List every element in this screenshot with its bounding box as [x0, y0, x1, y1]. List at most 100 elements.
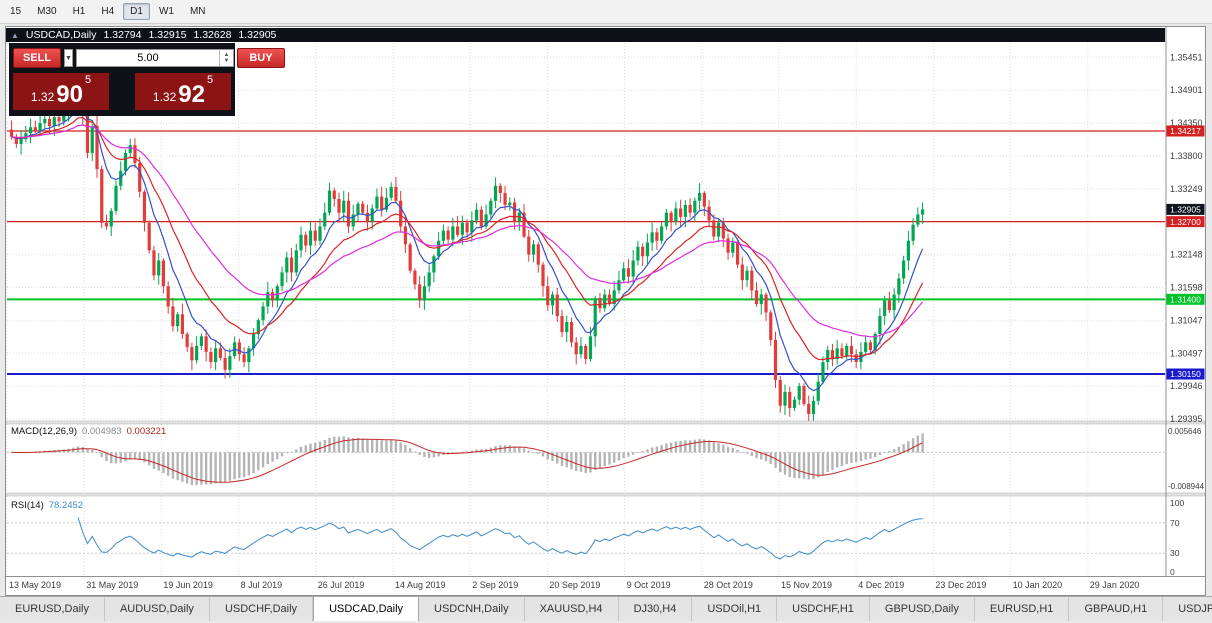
chart-tab-usdoil-h1[interactable]: USDOil,H1: [692, 597, 778, 621]
svg-text:1.35451: 1.35451: [1170, 52, 1203, 62]
timeframe-toolbar: 15 M30 H1 H4 D1 W1 MN: [0, 0, 1212, 24]
bid-point: 5: [84, 74, 92, 86]
lot-preset-dropdown[interactable]: ▼: [64, 49, 73, 67]
svg-text:1.31400: 1.31400: [1170, 295, 1201, 305]
timeframe-button-H1[interactable]: H1: [66, 3, 93, 20]
svg-text:1.29395: 1.29395: [1170, 414, 1203, 424]
panel-splitter-macd[interactable]: [6, 420, 1205, 425]
timeframe-button-H4[interactable]: H4: [94, 3, 121, 20]
svg-text:100: 100: [1170, 498, 1184, 508]
chart-tab-usdchf-daily[interactable]: USDCHF,Daily: [209, 597, 314, 621]
svg-text:1.32700: 1.32700: [1170, 217, 1201, 227]
svg-text:1.31598: 1.31598: [1170, 282, 1203, 292]
sell-button[interactable]: SELL: [13, 48, 61, 68]
svg-text:10 Jan 2020: 10 Jan 2020: [1013, 580, 1063, 590]
chart-tab-bar: EURUSD,Daily AUDUSD,Daily USDCHF,Daily USDC…: [0, 596, 1212, 621]
ohlc-header-strip: ▲ USDCAD,Daily 1.32794 1.32915 1.32628 1…: [6, 28, 1165, 42]
chart-symbol-title: USDCAD,Daily: [25, 29, 97, 41]
panel-splitter-rsi[interactable]: [6, 492, 1205, 497]
macd-signal-value: 0.003221: [126, 426, 167, 437]
price-tag-1.32700: [1166, 216, 1205, 228]
svg-text:1.31047: 1.31047: [1170, 315, 1203, 325]
svg-text:2 Sep 2019: 2 Sep 2019: [472, 580, 518, 590]
horizontal-lines-layer[interactable]: [7, 130, 1165, 375]
candles-layer: [10, 75, 925, 424]
bid-pips: 90: [56, 81, 83, 108]
chart-tab-xauusd-h4[interactable]: XAUUSD,H4: [524, 597, 619, 621]
chart-tab-usdcad-daily[interactable]: USDCAD,Daily: [313, 597, 420, 621]
svg-text:4 Dec 2019: 4 Dec 2019: [858, 580, 904, 590]
ma-line-34: [11, 124, 924, 338]
svg-text:0.005646: 0.005646: [1168, 427, 1202, 436]
rsi-line: [77, 517, 923, 560]
ohlc-high: 1.32915: [148, 29, 187, 41]
svg-text:1.34217: 1.34217: [1170, 126, 1201, 136]
svg-text:1.30497: 1.30497: [1170, 348, 1203, 358]
svg-text:23 Dec 2019: 23 Dec 2019: [935, 580, 986, 590]
svg-text:14 Aug 2019: 14 Aug 2019: [395, 580, 446, 590]
timeframe-button-MN[interactable]: MN: [183, 3, 213, 20]
svg-text:29 Jan 2020: 29 Jan 2020: [1090, 580, 1140, 590]
svg-text:1.30150: 1.30150: [1170, 369, 1201, 379]
svg-text:30: 30: [1170, 548, 1180, 558]
svg-text:1.29946: 1.29946: [1170, 381, 1203, 391]
spin-down-icon: ▼: [223, 58, 230, 64]
ohlc-close: 1.32905: [238, 29, 277, 41]
lot-size-stepper[interactable]: ▲ ▼: [218, 50, 233, 66]
macd-main-value: 0.004983: [82, 426, 122, 437]
timeframe-button-M30[interactable]: M30: [30, 3, 63, 20]
svg-text:1.33249: 1.33249: [1170, 184, 1203, 194]
chart-tab-audusd-daily[interactable]: AUDUSD,Daily: [104, 597, 210, 621]
time-axis-labels[interactable]: 13 May 2019 31 May 2019 19 Jun 2019 8 Jul 2…: [9, 580, 1139, 590]
ask-base: 1.32: [152, 90, 177, 104]
timeframe-button-D1[interactable]: D1: [123, 3, 150, 20]
svg-text:20 Sep 2019: 20 Sep 2019: [549, 580, 600, 590]
svg-text:1.34901: 1.34901: [1170, 85, 1203, 95]
svg-text:0: 0: [1170, 567, 1175, 577]
ask-price-display[interactable]: 1.32 92 5: [135, 73, 231, 110]
svg-text:1.33800: 1.33800: [1170, 151, 1203, 161]
chart-tab-eurusd-h1[interactable]: EURUSD,H1: [974, 597, 1070, 621]
svg-text:1.32905: 1.32905: [1170, 205, 1201, 215]
bid-price-display[interactable]: 1.32 90 5: [13, 73, 109, 110]
rsi-value: 78.2452: [48, 500, 84, 511]
timeframe-button-15[interactable]: 15: [3, 3, 28, 20]
svg-text:1.32148: 1.32148: [1170, 250, 1203, 260]
rsi-indicator-label: RSI(14) 78.2452: [11, 500, 83, 511]
chart-tab-usdcnh-daily[interactable]: USDCNH,Daily: [419, 597, 525, 621]
macd-signal-line: [11, 438, 923, 483]
svg-text:19 Jun 2019: 19 Jun 2019: [163, 580, 213, 590]
macd-indicator-label: MACD(12,26,9) 0.004983 0.003221: [11, 426, 166, 437]
bid-base: 1.32: [30, 90, 55, 104]
svg-text:70: 70: [1170, 518, 1180, 528]
spin-up-icon: ▲: [223, 52, 230, 58]
rsi-name: RSI(14): [11, 500, 44, 511]
chart-tab-gbpaud-h1[interactable]: GBPAUD,H1: [1069, 597, 1164, 621]
lot-size-input[interactable]: [76, 50, 219, 66]
price-tag-1.31400: [1166, 293, 1205, 305]
buy-button[interactable]: BUY: [236, 48, 285, 68]
one-click-trading-panel: SELL ▼ ▲ ▼ BUY 1.32 90 5 1.32 92: [9, 43, 285, 116]
chart-window: 0.005646 -0.008944 100 70 30 0 1.35451 1.34901 1…: [5, 26, 1206, 596]
chart-tab-eurusd-daily[interactable]: EURUSD,Daily: [0, 597, 105, 621]
price-tag-1.32905: [1166, 203, 1205, 215]
ask-pips: 92: [178, 81, 205, 108]
ohlc-low: 1.32628: [193, 29, 232, 41]
ask-point: 5: [206, 74, 214, 86]
one-click-collapse-icon[interactable]: ▲: [11, 30, 19, 40]
price-tags-layer: 1.34217 1.32905 1.32700 1.31400 1.30150: [1166, 125, 1205, 380]
chart-tab-dj30-h4[interactable]: DJ30,H4: [618, 597, 693, 621]
chart-tab-usdjpy-daily[interactable]: USDJPY,Daily: [1163, 597, 1212, 621]
price-tag-1.34217: [1166, 125, 1205, 137]
svg-text:8 Jul 2019: 8 Jul 2019: [241, 580, 283, 590]
chart-tab-usdchf-h1[interactable]: USDCHF,H1: [777, 597, 870, 621]
svg-text:15 Nov 2019: 15 Nov 2019: [781, 580, 832, 590]
svg-text:28 Oct 2019: 28 Oct 2019: [704, 580, 753, 590]
svg-text:31 May 2019: 31 May 2019: [86, 580, 138, 590]
macd-histogram: [10, 433, 924, 486]
chart-tab-gbpusd-daily[interactable]: GBPUSD,Daily: [869, 597, 975, 621]
svg-text:13 May 2019: 13 May 2019: [9, 580, 61, 590]
chevron-down-icon: ▼: [65, 54, 72, 62]
ma-line-8: [11, 106, 924, 392]
timeframe-button-W1[interactable]: W1: [152, 3, 181, 20]
